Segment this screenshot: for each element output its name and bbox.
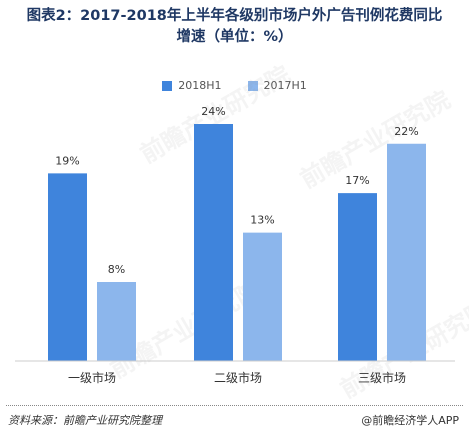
bar-2017-3 xyxy=(387,143,426,361)
source-note: 资料来源：前瞻产业研究院整理 xyxy=(8,414,162,427)
bar-2018-2 xyxy=(194,124,233,361)
labels-group: 19% 8% 一级市场 24% 13% 二级市场 17% 22% 三级市场 xyxy=(55,105,418,385)
legend-item-2018: 2018H1 xyxy=(162,79,222,92)
data-label-2017-1: 8% xyxy=(108,263,125,276)
data-label-2018-3: 17% xyxy=(345,174,369,187)
title-line-1: 图表2：2017-2018年上半年各级别市场户外广告刊例花费同比 xyxy=(26,8,443,24)
legend-label-2018: 2018H1 xyxy=(178,79,222,92)
category-label-3: 三级市场 xyxy=(358,370,406,385)
bar-2017-2 xyxy=(243,232,282,361)
category-label-1: 一级市场 xyxy=(68,370,116,385)
bars-group xyxy=(48,124,426,361)
data-label-2017-3: 22% xyxy=(394,125,418,138)
footer-rule xyxy=(6,405,463,406)
bar-2018-1 xyxy=(48,173,87,361)
category-label-2: 二级市场 xyxy=(214,370,262,385)
bar-2017-1 xyxy=(97,282,136,361)
legend-swatch-2017 xyxy=(247,80,258,91)
bar-2018-3 xyxy=(338,193,377,361)
legend-label-2017: 2017H1 xyxy=(263,79,307,92)
chart-title: 图表2：2017-2018年上半年各级别市场户外广告刊例花费同比 增速（单位：%… xyxy=(0,6,469,48)
brand-credit: @前瞻经济学人APP xyxy=(361,414,459,427)
data-label-2018-2: 24% xyxy=(201,105,225,118)
legend: 2018H1 2017H1 xyxy=(0,79,469,92)
title-line-2: 增速（单位：%） xyxy=(176,29,293,45)
legend-swatch-2018 xyxy=(162,80,173,91)
data-label-2017-2: 13% xyxy=(250,214,274,227)
legend-item-2017: 2017H1 xyxy=(247,79,307,92)
data-label-2018-1: 19% xyxy=(55,154,79,167)
